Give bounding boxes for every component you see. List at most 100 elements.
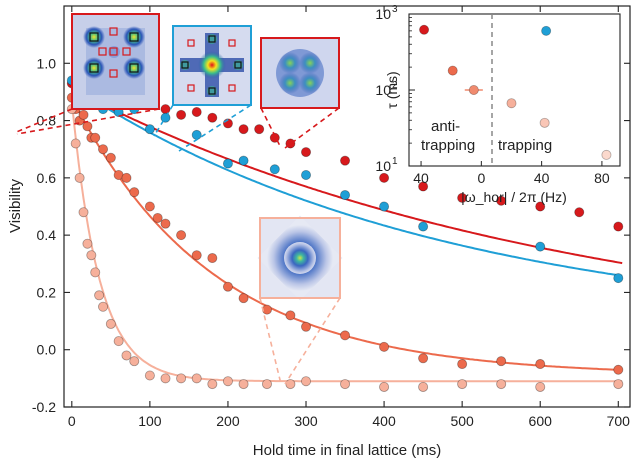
data-point-series-3 bbox=[238, 379, 249, 390]
data-point-series-3 bbox=[457, 379, 468, 390]
inset-y-tick-label: 10 bbox=[375, 6, 391, 22]
data-point-series-0 bbox=[457, 192, 468, 203]
data-point-series-0 bbox=[254, 124, 265, 135]
data-point-series-3 bbox=[496, 379, 507, 390]
inset-y-tick-exponent: 3 bbox=[392, 4, 398, 15]
data-point-series-0 bbox=[574, 207, 585, 218]
data-point-series-0 bbox=[238, 124, 249, 135]
data-point-series-3 bbox=[176, 373, 187, 384]
connector-pink-a bbox=[259, 297, 282, 385]
data-point-series-1 bbox=[238, 155, 249, 166]
data-point-series-1 bbox=[379, 201, 390, 212]
data-point-series-3 bbox=[285, 379, 296, 390]
x-axis-label: Hold time in final lattice (ms) bbox=[253, 442, 441, 459]
data-point-series-1 bbox=[613, 273, 624, 284]
image-red-4-peaks bbox=[71, 13, 160, 110]
data-point-series-2 bbox=[78, 109, 89, 120]
data-point-series-2 bbox=[160, 218, 171, 229]
x-tick-label: 100 bbox=[138, 413, 162, 429]
data-point-series-1 bbox=[301, 169, 312, 180]
inset-point-1 bbox=[541, 25, 552, 36]
inset-y-axis-label: τ (ms) bbox=[384, 71, 400, 108]
x-tick-label: 700 bbox=[607, 413, 631, 429]
annotation-trapping-left: trapping bbox=[421, 137, 475, 154]
data-point-series-0 bbox=[269, 132, 280, 143]
inset-point-5 bbox=[539, 117, 550, 128]
inset-x-tick-label: 40 bbox=[534, 170, 550, 186]
inset-y-tick-label: 10 bbox=[375, 158, 391, 174]
inset-frame bbox=[408, 13, 621, 167]
y-tick-label: 0.0 bbox=[37, 342, 57, 358]
data-point-series-3 bbox=[82, 238, 93, 249]
data-point-series-0 bbox=[418, 181, 429, 192]
data-point-series-2 bbox=[144, 201, 155, 212]
data-point-series-3 bbox=[121, 350, 132, 361]
data-point-series-3 bbox=[340, 379, 351, 390]
connector-blue-a bbox=[153, 104, 174, 137]
data-point-series-2 bbox=[238, 293, 249, 304]
inset-x-tick-label: 0 bbox=[477, 170, 485, 186]
plot-frame bbox=[63, 5, 631, 408]
connector-red-left-b bbox=[16, 108, 160, 135]
image-red-blurred-peaks bbox=[260, 37, 340, 109]
data-point-series-2 bbox=[496, 356, 507, 367]
data-point-series-3 bbox=[261, 379, 272, 390]
inset-point-4 bbox=[506, 98, 517, 109]
y-tick-label: 0.6 bbox=[37, 170, 57, 186]
x-tick-label: 500 bbox=[450, 413, 474, 429]
connector-red-right-b bbox=[284, 107, 340, 149]
y-tick-label: 1.0 bbox=[37, 55, 57, 71]
data-point-series-2 bbox=[129, 187, 140, 198]
y-tick-label: 0.8 bbox=[37, 113, 57, 129]
data-point-series-2 bbox=[301, 321, 312, 332]
fit-curve-1 bbox=[71, 85, 623, 277]
data-point-series-1 bbox=[269, 164, 280, 175]
inset-y-tick-label: 10 bbox=[375, 82, 391, 98]
annotation-trapping-right: trapping bbox=[498, 137, 552, 154]
data-point-series-1 bbox=[144, 124, 155, 135]
data-point-series-3 bbox=[129, 356, 140, 367]
data-point-series-0 bbox=[613, 221, 624, 232]
data-point-series-2 bbox=[261, 304, 272, 315]
y-tick-label: -0.2 bbox=[32, 399, 56, 415]
y-axis-label: Visibility bbox=[7, 179, 24, 233]
inset-data-points bbox=[419, 24, 612, 160]
data-point-series-3 bbox=[94, 290, 105, 301]
data-point-series-2 bbox=[340, 330, 351, 341]
annotation-anti: anti- bbox=[431, 118, 460, 135]
connector-red-left-a bbox=[13, 108, 73, 134]
data-point-series-2 bbox=[613, 364, 624, 375]
data-point-series-0 bbox=[301, 147, 312, 158]
data-point-series-2 bbox=[98, 144, 109, 155]
data-point-series-3 bbox=[74, 172, 85, 183]
x-tick-label: 400 bbox=[372, 413, 396, 429]
data-point-series-2 bbox=[152, 212, 163, 223]
connector-red-right-a bbox=[260, 107, 282, 149]
data-point-series-2 bbox=[379, 341, 390, 352]
data-point-series-0 bbox=[496, 195, 507, 206]
axis-ticks: 0 100 200 300 400 500 600 700-0.20.00.20.40.60.… bbox=[32, 6, 630, 429]
image-connectors bbox=[13, 104, 341, 385]
data-point-series-3 bbox=[191, 373, 202, 384]
data-point-series-3 bbox=[86, 250, 97, 261]
data-point-series-1 bbox=[222, 158, 233, 169]
data-point-series-3 bbox=[78, 207, 89, 218]
data-point-series-1 bbox=[340, 190, 351, 201]
fit-curve-0 bbox=[71, 88, 623, 265]
data-point-series-0 bbox=[379, 172, 390, 183]
data-point-series-0 bbox=[191, 106, 202, 117]
inset-point-3 bbox=[468, 85, 479, 96]
x-tick-label: 600 bbox=[529, 413, 553, 429]
data-point-series-2 bbox=[90, 132, 101, 143]
data-point-series-0 bbox=[160, 104, 171, 115]
x-tick-label: 0 bbox=[68, 413, 76, 429]
inset-point-2 bbox=[447, 65, 458, 76]
data-point-series-2 bbox=[121, 172, 132, 183]
x-tick-label: 300 bbox=[294, 413, 318, 429]
data-point-series-2 bbox=[105, 152, 116, 163]
inset-x-tick-label: 80 bbox=[594, 170, 610, 186]
connector-pink-b bbox=[284, 297, 341, 385]
